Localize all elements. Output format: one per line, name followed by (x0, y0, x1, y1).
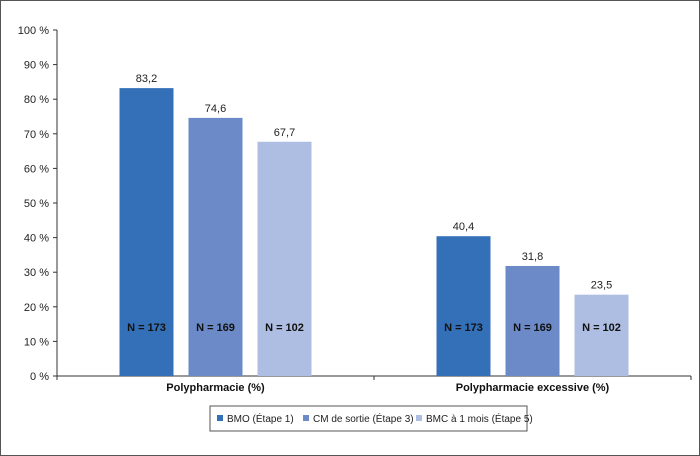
labels: 83,2 N = 173 74,6 N = 169 67,7 N = 102 Polypha… (127, 73, 621, 394)
legend-label: BMC à 1 mois (Étape 5) (426, 412, 533, 425)
y-tick-label: 60 % (24, 163, 49, 175)
y-tick-label: 50 % (24, 198, 49, 210)
bar (188, 117, 243, 376)
legend-swatch (416, 415, 422, 421)
legend-label: CM de sortie (Étape 3) (313, 412, 414, 425)
bar (436, 236, 491, 376)
data-label: 74,6 (205, 103, 226, 115)
data-label: 23,5 (591, 280, 612, 292)
legend-swatch (303, 415, 309, 421)
data-label: 67,7 (274, 127, 295, 139)
y-tick-label: 20 % (24, 302, 49, 314)
data-label: 31,8 (522, 251, 543, 263)
bar (257, 141, 312, 376)
data-label: 83,2 (136, 73, 157, 85)
n-label: N = 173 (127, 322, 166, 334)
n-label: N = 173 (444, 322, 483, 334)
y-tick-label: 70 % (24, 129, 49, 141)
legend-box (209, 405, 528, 432)
legend-label: BMO (Étape 1) (227, 412, 294, 425)
n-label: N = 169 (196, 322, 235, 334)
y-tick-label: 90 % (24, 60, 49, 72)
y-tick-label: 40 % (24, 233, 49, 245)
bar (505, 265, 560, 376)
x-category-label: Polypharmacie (%) (166, 382, 265, 394)
legend: BMO (Étape 1) CM de sortie (Étape 3) BMC à… (209, 405, 533, 432)
bar (119, 88, 174, 377)
y-tick-label: 10 % (24, 336, 49, 348)
data-label: 40,4 (453, 221, 474, 233)
y-tick-label: 100 % (18, 25, 49, 37)
y-tick-label: 0 % (30, 371, 49, 383)
legend-swatch (217, 415, 223, 421)
y-tick-label: 80 % (24, 94, 49, 106)
n-label: N = 169 (513, 322, 552, 334)
y-tick-label: 30 % (24, 267, 49, 279)
bar (574, 294, 629, 376)
axes: 0 % 10 % 20 % 30 % 40 % 50 % 60 % 70 % 80 % 90 % 1… (18, 25, 692, 383)
n-label: N = 102 (265, 322, 304, 334)
n-label: N = 102 (582, 322, 621, 334)
x-category-label: Polypharmacie excessive (%) (456, 382, 610, 394)
bars (119, 88, 629, 377)
